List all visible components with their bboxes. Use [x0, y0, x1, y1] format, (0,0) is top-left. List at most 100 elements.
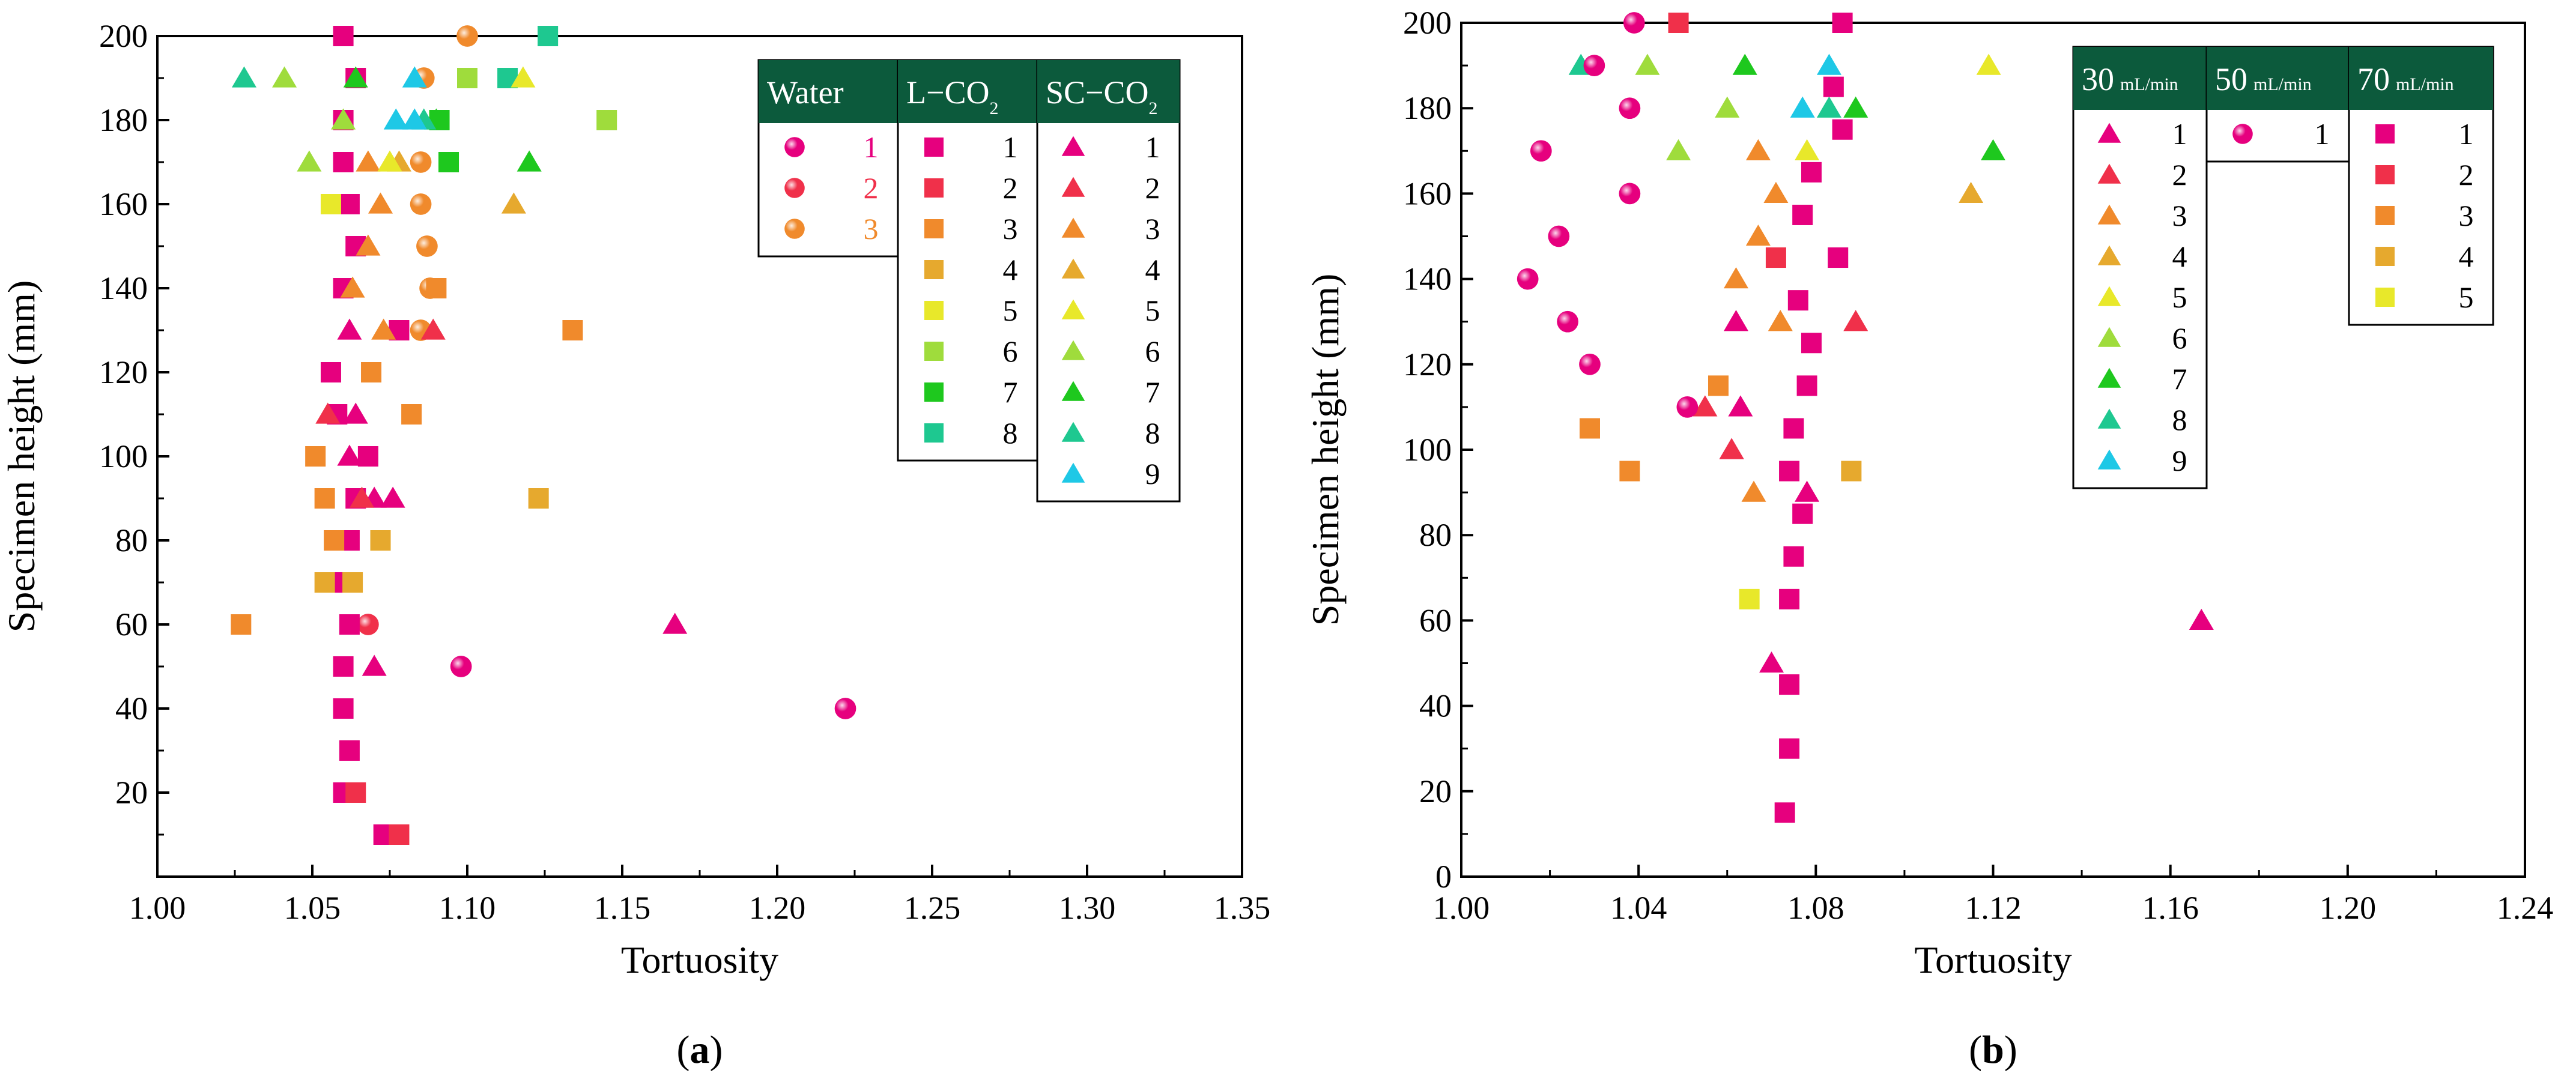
x-tick-label: 1.24 [2497, 890, 2554, 926]
panel-label-open: ( [1969, 1028, 1982, 1072]
legend-entry-label: 2 [1003, 171, 1018, 205]
y-tick-label: 40 [1419, 688, 1452, 724]
point-triangle-7 [1843, 96, 1868, 118]
point-triangle-3 [368, 192, 393, 214]
x-tick-label: 1.10 [439, 890, 496, 926]
legend-entry-label: 4 [2172, 240, 2187, 273]
point-triangle-5 [377, 150, 402, 172]
legend-entry-label: 2 [864, 171, 879, 205]
legend-marker-triangle-2 [1061, 177, 1085, 197]
point-triangle-1 [1795, 480, 1820, 502]
legend-entry-label: 4 [1003, 253, 1018, 286]
point-circle-1-shine [1676, 396, 1699, 418]
point-triangle-6 [1666, 139, 1691, 160]
point-square-4 [314, 572, 335, 593]
legend-entry-label: 1 [864, 130, 879, 164]
legend-header: SC−CO2 [1046, 74, 1158, 118]
legend-entry-label: 2 [2172, 158, 2187, 192]
point-triangle-2 [350, 486, 375, 508]
point-square-1 [1801, 162, 1822, 183]
legend-marker-triangle-2 [2097, 163, 2121, 184]
point-circle-1-shine [1623, 12, 1645, 34]
y-tick-label: 20 [115, 775, 148, 811]
legend-header-sub: mL/min [2396, 74, 2454, 94]
legend-entry-label: 3 [2459, 199, 2474, 232]
legend-column-box [2072, 46, 2208, 489]
point-circle-1 [1579, 353, 1601, 375]
point-triangle-7 [343, 66, 368, 88]
point-square-1 [1828, 247, 1849, 268]
legend-entry-label: 8 [2172, 403, 2187, 437]
legend-header-bg [898, 60, 1037, 123]
legend-marker-circle-1-shine [784, 137, 805, 157]
point-triangle-4 [1959, 181, 1984, 204]
point-square-2 [1765, 247, 1786, 268]
point-circle-1-shine [1557, 310, 1578, 333]
legend-marker-circle-1-shine [2232, 124, 2253, 144]
legend-entry-label: 6 [1145, 334, 1160, 368]
point-triangle-9 [1790, 96, 1815, 118]
point-circle-1-shine [450, 656, 472, 677]
point-square-1 [1783, 546, 1804, 567]
point-circle-1-shine [1583, 55, 1605, 76]
y-tick-label: 80 [1419, 517, 1452, 553]
legend-marker-triangle-4 [1061, 258, 1085, 279]
y-tick-label: 0 [1435, 859, 1452, 895]
legend-entry-label: 8 [1003, 416, 1018, 450]
point-square-1 [339, 614, 360, 635]
legend-marker-square-3 [924, 219, 944, 238]
point-circle-3-shine [410, 193, 432, 215]
legend-marker-circle-2 [784, 178, 805, 198]
panel-label: (b) [1969, 1028, 2017, 1072]
legend-marker-square-2 [2375, 165, 2395, 184]
point-triangle-9 [402, 66, 427, 88]
point-square-1 [1779, 588, 1800, 609]
y-tick-label: 140 [99, 270, 148, 306]
data-markers [231, 25, 856, 845]
point-triangle-6 [297, 150, 322, 172]
point-circle-1 [834, 698, 856, 719]
point-circle-2 [357, 614, 379, 635]
point-triangle-3 [356, 150, 381, 172]
x-tick-label: 1.35 [1214, 890, 1271, 926]
legend-entry-label: 5 [2172, 280, 2187, 314]
legend-header: 70 mL/min [2357, 61, 2454, 97]
legend-entry-label: 1 [1145, 130, 1160, 164]
point-triangle-9 [402, 108, 427, 130]
point-circle-1-shine [1530, 140, 1552, 162]
legend-marker-triangle-5 [1061, 299, 1085, 319]
point-triangle-2 [1843, 310, 1868, 331]
point-square-1 [1796, 375, 1817, 396]
panel-label-letter: b [1982, 1028, 2004, 1072]
y-tick-label: 100 [1403, 432, 1452, 468]
legend-entry-label: 5 [1145, 294, 1160, 327]
legend-entry-label: 4 [1145, 253, 1160, 286]
point-square-2 [1668, 13, 1689, 33]
point-square-1 [357, 446, 378, 467]
legend-marker-triangle-4 [2097, 245, 2121, 265]
legend-marker-triangle-1 [1061, 136, 1085, 156]
legend-marker-circle-1 [784, 137, 805, 157]
point-triangle-1 [1723, 310, 1749, 331]
point-triangle-1 [337, 318, 362, 340]
point-circle-1-shine [1619, 97, 1641, 119]
point-triangle-3 [371, 318, 396, 340]
legend-entry-label: 7 [2172, 362, 2187, 396]
point-triangle-7 [517, 150, 542, 172]
point-triangle-6 [331, 108, 356, 130]
point-square-1 [333, 656, 354, 677]
chart-panel-b: 1.00 1.04 1.08 1.12 1.16 1.20 1.24 0 20 40 60 80 100… [1304, 5, 2553, 1072]
legend-header-sub: 2 [1149, 98, 1158, 118]
y-tick-label: 120 [99, 354, 148, 390]
legend-header-bg [2349, 47, 2493, 110]
legend-entry-label: 8 [1145, 416, 1160, 450]
point-square-1 [333, 698, 354, 719]
point-square-1 [339, 740, 360, 761]
point-square-5 [320, 194, 341, 214]
point-triangle-3 [1763, 181, 1789, 204]
point-square-2 [389, 824, 410, 845]
legend-marker-triangle-9 [2097, 449, 2121, 470]
legend-entry-label: 1 [2315, 117, 2330, 151]
data-markers [1517, 12, 2214, 823]
